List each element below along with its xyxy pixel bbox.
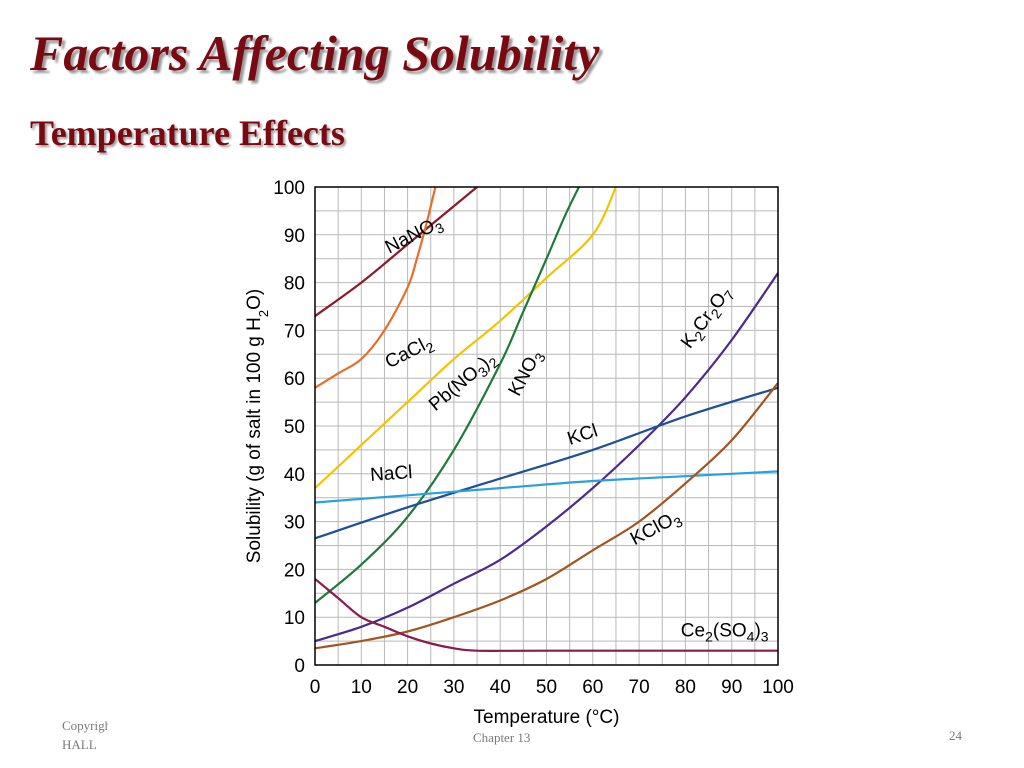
x-tick-label: 80	[675, 677, 696, 698]
y-tick-label: 10	[284, 608, 305, 629]
series-line-kclo3	[315, 382, 778, 650]
x-tick-label: 90	[721, 677, 742, 698]
y-tick-label: 0	[294, 656, 305, 677]
slide-subtitle: Temperature Effects	[30, 113, 345, 153]
series-line-kno3	[315, 187, 580, 604]
y-tick-label: 30	[284, 513, 305, 534]
y-tick-label: 100	[273, 178, 305, 199]
series-line-ce2-so4-3	[315, 578, 778, 652]
curve-label-nacl: NaCl	[369, 462, 413, 486]
y-tick-label: 20	[284, 560, 305, 581]
plot-frame	[314, 186, 779, 666]
y-tick-label: 60	[284, 369, 305, 390]
y-axis-label: Solubility (g of salt in 100 g H2O)	[244, 289, 271, 563]
chart-ticks: 0 10 20 30 40 50 60 70 80 90 100 0 10 20 30 40 50 60 70 80 9…	[273, 178, 794, 698]
x-tick-label: 50	[536, 677, 557, 698]
y-tick-label: 40	[284, 465, 305, 486]
chart-grid	[314, 186, 779, 666]
copyright-line-2: HALL	[62, 737, 97, 752]
series-line-pb-no3-2	[315, 187, 617, 489]
series-line-kcl	[315, 386, 778, 540]
copyright-footer: Copyright HALL	[62, 716, 108, 754]
copyright-line-1: Copyright	[62, 718, 108, 733]
x-tick-label: 10	[351, 677, 372, 698]
x-tick-label: 60	[582, 677, 603, 698]
series-line-cacl2	[315, 187, 437, 389]
series-line-nano3	[315, 187, 478, 317]
chart-series	[315, 187, 778, 652]
series-line-k2cr2o7	[315, 272, 778, 643]
y-tick-label: 90	[284, 226, 305, 247]
curve-label-ce2-so4-3: Ce2(SO4)3	[681, 620, 769, 644]
y-tick-label: 80	[284, 274, 305, 295]
x-axis-label: Temperature (°C)	[474, 707, 620, 728]
x-tick-label: 100	[762, 677, 794, 698]
y-tick-label: 50	[284, 417, 305, 438]
x-tick-label: 0	[310, 677, 321, 698]
page-number: 24	[949, 728, 962, 743]
chapter-footer: Chapter 13	[473, 730, 531, 745]
x-tick-label: 40	[490, 677, 511, 698]
slide-title: Factors Affecting Solubility	[30, 25, 600, 81]
x-tick-label: 20	[397, 677, 418, 698]
x-tick-label: 70	[629, 677, 650, 698]
y-tick-label: 70	[284, 321, 305, 342]
solubility-chart: 0 10 20 30 40 50 60 70 80 90 100 0 10 20 30 40 50 60 70 80 9…	[244, 178, 794, 728]
x-tick-label: 30	[443, 677, 464, 698]
